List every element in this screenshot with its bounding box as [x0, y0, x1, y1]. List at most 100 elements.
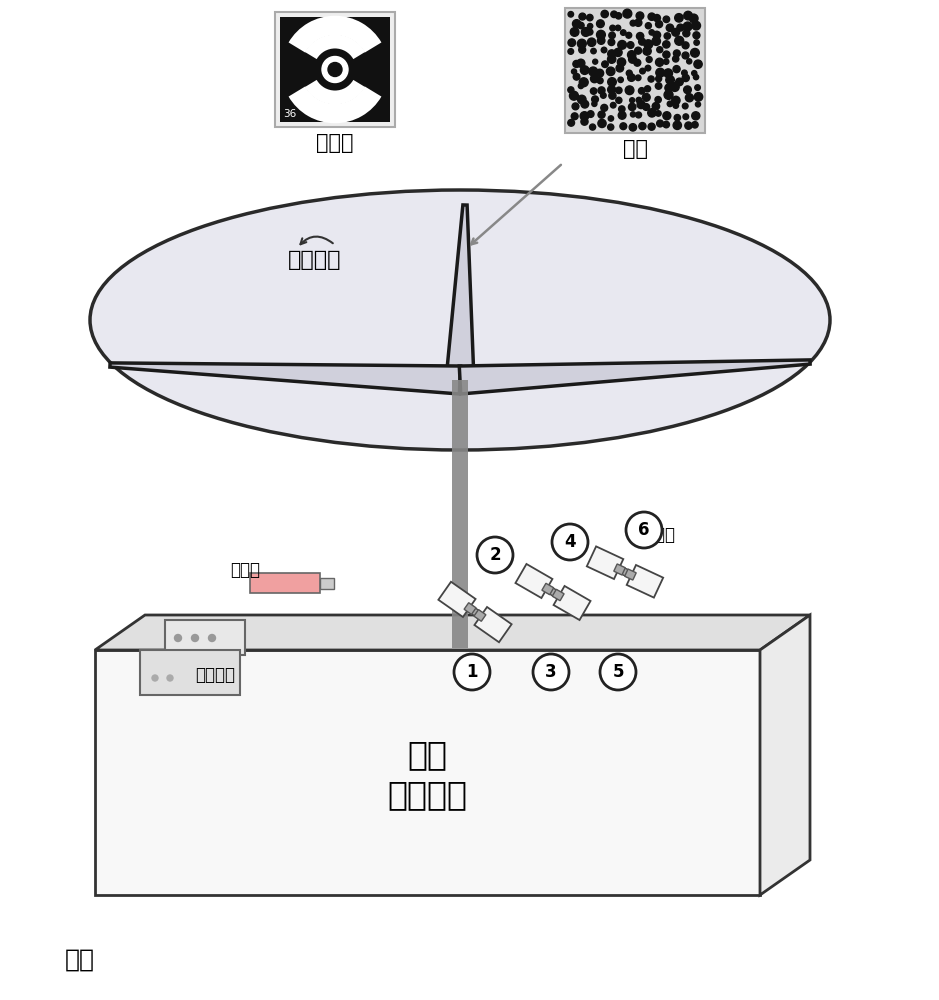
Circle shape: [655, 58, 664, 66]
Circle shape: [639, 123, 646, 130]
Circle shape: [684, 22, 692, 31]
Circle shape: [609, 25, 615, 31]
Circle shape: [692, 21, 700, 30]
Circle shape: [590, 124, 595, 130]
Circle shape: [621, 30, 626, 35]
Circle shape: [592, 101, 597, 106]
Circle shape: [580, 66, 589, 74]
Circle shape: [589, 67, 597, 76]
Circle shape: [672, 56, 679, 62]
Circle shape: [608, 39, 615, 46]
Circle shape: [683, 114, 688, 120]
Circle shape: [683, 103, 688, 109]
Circle shape: [626, 512, 662, 548]
Polygon shape: [459, 360, 810, 394]
Circle shape: [664, 90, 673, 99]
Circle shape: [645, 65, 651, 71]
Circle shape: [656, 47, 663, 53]
Circle shape: [577, 39, 586, 48]
Bar: [275, 12, 395, 127]
Bar: [320, 578, 334, 589]
Polygon shape: [626, 565, 663, 598]
Bar: [565, 8, 705, 133]
Circle shape: [477, 537, 513, 573]
Circle shape: [568, 49, 574, 54]
Circle shape: [634, 59, 640, 66]
Polygon shape: [552, 589, 564, 601]
Text: 2: 2: [489, 546, 500, 564]
Circle shape: [608, 32, 615, 39]
Circle shape: [652, 37, 660, 45]
Circle shape: [625, 86, 634, 95]
Circle shape: [618, 77, 623, 83]
Circle shape: [568, 119, 575, 126]
Circle shape: [608, 86, 616, 94]
Polygon shape: [591, 554, 659, 590]
Circle shape: [601, 10, 608, 18]
Circle shape: [694, 93, 702, 101]
Text: 旋翅: 旋翅: [408, 738, 448, 771]
Circle shape: [676, 78, 684, 86]
Circle shape: [636, 75, 641, 81]
Circle shape: [616, 97, 622, 103]
Circle shape: [648, 76, 654, 82]
Circle shape: [635, 19, 642, 26]
Circle shape: [675, 14, 684, 22]
Circle shape: [598, 119, 606, 128]
Circle shape: [627, 51, 636, 59]
Circle shape: [552, 524, 588, 560]
Circle shape: [689, 14, 698, 23]
Circle shape: [593, 59, 598, 64]
Polygon shape: [439, 582, 475, 617]
Circle shape: [636, 97, 641, 103]
Text: 3: 3: [546, 663, 557, 681]
Circle shape: [615, 25, 621, 31]
Circle shape: [572, 69, 577, 74]
Bar: [452, 380, 468, 648]
Circle shape: [598, 111, 605, 118]
Bar: [140, 650, 240, 695]
Circle shape: [587, 29, 593, 35]
Circle shape: [592, 96, 598, 103]
Circle shape: [665, 84, 673, 92]
Circle shape: [578, 46, 586, 53]
Circle shape: [673, 50, 680, 57]
Circle shape: [616, 64, 623, 72]
Circle shape: [663, 41, 670, 48]
Circle shape: [655, 111, 661, 116]
Circle shape: [328, 62, 342, 77]
Text: 4: 4: [564, 533, 576, 551]
Text: 旋转叶片: 旋转叶片: [288, 250, 342, 270]
Polygon shape: [464, 603, 476, 614]
Circle shape: [668, 101, 672, 107]
Text: 传感器: 传感器: [230, 561, 260, 579]
Circle shape: [694, 60, 702, 68]
Circle shape: [644, 86, 651, 92]
Circle shape: [673, 103, 679, 108]
Circle shape: [637, 33, 644, 40]
Circle shape: [694, 40, 700, 45]
Circle shape: [588, 38, 596, 46]
Polygon shape: [624, 569, 637, 580]
Circle shape: [573, 73, 580, 80]
Circle shape: [645, 23, 652, 29]
Circle shape: [628, 55, 637, 63]
Circle shape: [581, 28, 591, 36]
Circle shape: [643, 47, 652, 55]
Circle shape: [608, 55, 616, 63]
Circle shape: [628, 103, 636, 111]
Circle shape: [608, 78, 616, 86]
Circle shape: [671, 28, 680, 36]
Polygon shape: [516, 564, 552, 598]
Circle shape: [579, 78, 588, 87]
Circle shape: [649, 30, 654, 35]
Circle shape: [682, 52, 689, 59]
Circle shape: [674, 114, 681, 121]
Polygon shape: [554, 586, 591, 620]
Circle shape: [656, 120, 664, 127]
Circle shape: [597, 37, 605, 44]
Circle shape: [598, 87, 605, 94]
Circle shape: [577, 95, 586, 104]
Circle shape: [591, 48, 596, 54]
Circle shape: [653, 31, 661, 39]
